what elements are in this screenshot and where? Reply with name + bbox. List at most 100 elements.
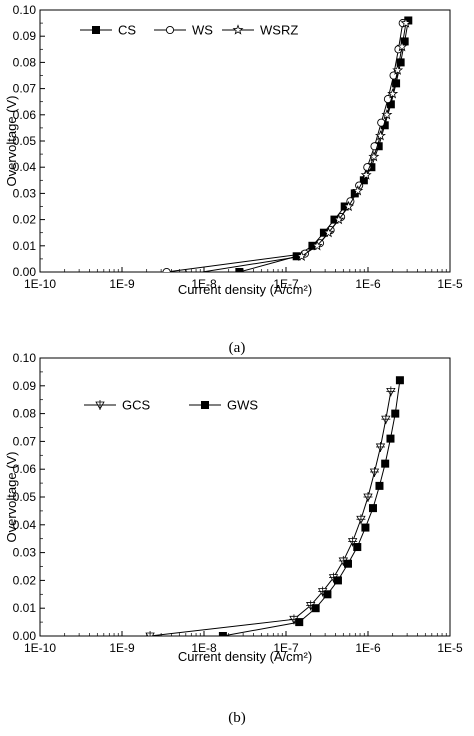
x-axis-title: Current density (A/cm²) <box>178 649 312 664</box>
x-tick-label: 1E-8 <box>191 277 217 291</box>
data-point-wsrz <box>333 213 345 225</box>
x-tick-label: 1E-7 <box>273 641 299 655</box>
x-tick-label: 1E-5 <box>437 277 463 291</box>
data-point-gws <box>333 576 342 585</box>
y-tick-label: 0.06 <box>13 108 37 122</box>
data-point-gcs <box>356 514 366 525</box>
data-point-wsrz <box>400 17 412 28</box>
y-tick-label: 0.09 <box>13 29 37 43</box>
data-point-gcs <box>381 414 391 425</box>
chart-panel-1: 1E-10 1E-9 1E-8 1E-7 1E-6 1E-5 0.00 0.01 0.02 0.0… <box>4 3 463 356</box>
data-point-gws <box>218 632 227 636</box>
legend-label: WS <box>192 23 213 38</box>
data-point-gws <box>381 459 390 468</box>
data-point-wsrz <box>368 150 380 162</box>
y-tick-label: 0.10 <box>13 351 37 365</box>
series-gcs <box>145 386 396 636</box>
y-tick-label: 0.02 <box>13 573 37 587</box>
y-tick-label: 0.03 <box>13 546 37 560</box>
legend-label: WSRZ <box>260 23 298 38</box>
plot-frame <box>39 9 451 273</box>
legend-marker-ws <box>165 25 175 35</box>
y-axis-title: Overvoltage (V) <box>4 95 19 186</box>
figure-caption: (b) <box>228 710 246 726</box>
legend-marker-gcs <box>95 400 105 410</box>
data-point-wsrz <box>360 169 372 180</box>
y-tick-label: 0.01 <box>13 239 37 253</box>
x-tick-label: 1E-7 <box>273 277 299 291</box>
y-tick-label: 0.08 <box>13 407 37 421</box>
y-tick-label: 0.05 <box>13 134 37 148</box>
legend-entry-wsrz: WSRZ <box>222 23 298 38</box>
y-tick-label: 0.00 <box>13 629 37 643</box>
x-tick-label: 1E-9 <box>109 641 135 655</box>
data-point-gws <box>361 523 370 532</box>
legend-marker-gws <box>200 400 209 409</box>
figure-caption: (a) <box>229 340 246 356</box>
data-point-gws <box>353 543 362 552</box>
data-point-wsrz <box>375 129 386 141</box>
data-point-wsrz <box>381 109 393 120</box>
y-axis-title: Overvoltage (V) <box>4 451 19 542</box>
x-axis-title: Current density (A/cm²) <box>178 282 312 297</box>
data-point-cs <box>396 58 405 67</box>
y-tick-label: 0.03 <box>13 186 37 200</box>
y-tick-label: 0.06 <box>13 462 37 476</box>
data-point-wsrz <box>296 250 308 261</box>
legend-label: GCS <box>122 398 151 413</box>
data-point-gcs <box>347 536 358 547</box>
y-tick-label: 0.10 <box>13 3 37 17</box>
series-gws <box>218 376 404 636</box>
data-point-cs <box>235 267 244 272</box>
y-tick-label: 0.01 <box>13 601 37 615</box>
data-point-ws <box>162 267 171 272</box>
legend-marker-cs <box>92 25 101 34</box>
data-point-gws <box>375 481 384 490</box>
data-point-gcs <box>369 466 380 477</box>
series-line-ws <box>166 23 404 272</box>
y-tick-label: 0.02 <box>13 213 37 227</box>
y-tick-label: 0.04 <box>13 160 37 174</box>
data-point-wsrz <box>311 240 323 251</box>
series-ws <box>162 19 407 272</box>
y-tick-label: 0.07 <box>13 82 37 96</box>
data-point-cs <box>392 79 401 88</box>
data-point-gws <box>391 409 400 418</box>
chart-panel-2: 1E-10 1E-9 1E-8 1E-7 1E-6 1E-5 0.00 0.01 0.02 0.0… <box>4 351 463 726</box>
data-point-wsrz <box>184 268 187 272</box>
data-point-wsrz <box>323 226 334 238</box>
legend-entry-gcs: GCS <box>84 398 151 413</box>
x-tick-label: 1E-6 <box>355 277 381 291</box>
data-point-wsrz <box>343 200 355 212</box>
legend-label: GWS <box>227 398 258 413</box>
y-tick-label: 0.08 <box>13 55 37 69</box>
legend-entry-cs: CS <box>80 23 136 38</box>
x-tick-label: 1E-6 <box>355 641 381 655</box>
y-tick-label: 0.04 <box>13 518 37 532</box>
data-point-gcs <box>145 631 155 636</box>
y-tick-label: 0.05 <box>13 490 37 504</box>
data-point-gcs <box>363 492 373 502</box>
legend-marker-wsrz <box>232 24 244 35</box>
data-point-gws <box>323 590 332 599</box>
data-point-wsrz <box>396 40 408 52</box>
y-tick-label: 0.00 <box>13 265 37 279</box>
y-tick-label: 0.07 <box>13 434 37 448</box>
x-tick-label: 1E-10 <box>24 277 56 291</box>
data-point-gws <box>343 559 352 568</box>
series-cs <box>235 16 413 272</box>
data-point-gws <box>295 618 304 627</box>
series-line-gcs <box>150 391 392 636</box>
legend-entry-gws: GWS <box>189 398 258 413</box>
data-point-wsrz <box>352 185 364 196</box>
x-tick-label: 1E-9 <box>109 277 135 291</box>
data-point-wsrz <box>387 88 399 99</box>
x-tick-label: 1E-5 <box>437 641 463 655</box>
y-tick-label: 0.09 <box>13 379 37 393</box>
data-point-gws <box>368 504 377 513</box>
legend-label: CS <box>118 23 136 38</box>
data-point-gws <box>395 376 404 385</box>
data-point-gcs <box>375 441 386 452</box>
series-wsrz <box>184 17 412 272</box>
